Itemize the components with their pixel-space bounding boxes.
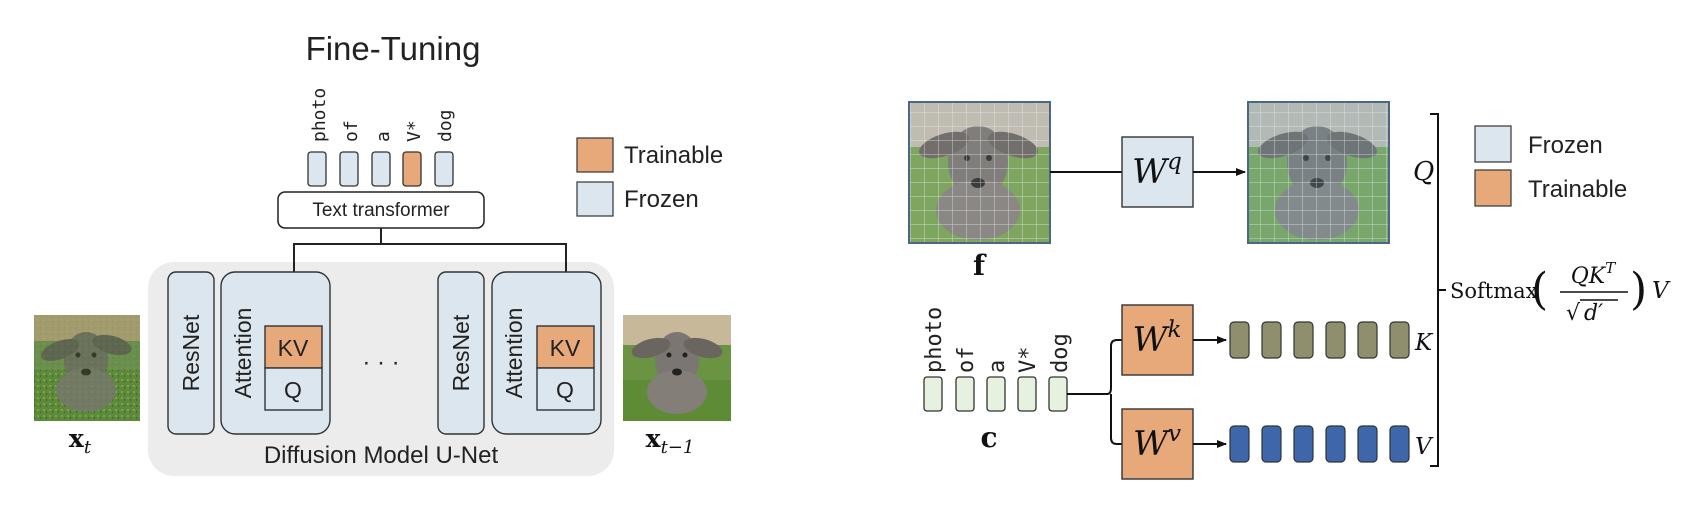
softmax-left-paren: ( (1531, 264, 1548, 315)
c-token-label-dog: dog (1048, 333, 1073, 373)
softmax-formula: Softmax ( QKT √ d′ ) V (1450, 259, 1671, 326)
feature-image (908, 101, 1051, 244)
c-token-box-vstar (1017, 376, 1037, 412)
wq-box (1121, 136, 1194, 208)
key-tokens (1229, 321, 1410, 359)
kv-box-2 (536, 325, 595, 369)
c-token-box-dog (1048, 376, 1068, 412)
value-token (1357, 425, 1378, 463)
legend-trainable-swatch (576, 137, 614, 173)
right-token-labels: photo of a V* dog (922, 307, 1073, 373)
q-box-1 (264, 367, 323, 411)
c-to-wk-wv-connector (1067, 339, 1122, 445)
q-box-2 (536, 367, 595, 411)
right-token-boxes (923, 376, 1068, 412)
softmax-name: Softmax (1450, 279, 1538, 303)
resnet-label-1: ResNet (178, 314, 204, 391)
output-label: xt−1 (646, 424, 695, 458)
softmax-numerator: QKT (1571, 259, 1616, 289)
legend-trainable-label-right: Trainable (1528, 176, 1627, 203)
token-box-vstar (402, 151, 422, 187)
wq-label: Wq (1132, 149, 1182, 192)
c-token-label-photo: photo (922, 307, 947, 373)
key-token (1293, 321, 1314, 359)
text-transformer-label: Text transformer (312, 200, 450, 221)
token-label-vstar: V* (404, 120, 425, 142)
legend-trainable-swatch-right (1474, 169, 1512, 207)
input-noisy-image (34, 315, 140, 421)
v-label: V (1415, 434, 1434, 460)
q-label-2: Q (556, 377, 574, 403)
wv-label: Wv (1133, 421, 1181, 464)
attention-label-2: Attention (501, 308, 527, 399)
token-box-a (371, 151, 391, 187)
legend-frozen-swatch (576, 181, 614, 217)
left-token-boxes (307, 151, 454, 187)
wk-label: Wk (1133, 317, 1182, 360)
softmax-sqrt-sign: √ (1566, 301, 1581, 326)
value-token (1293, 425, 1314, 463)
fine-tuning-title: Fine-Tuning (306, 30, 481, 67)
softmax-v: V (1652, 278, 1671, 304)
key-token (1261, 321, 1282, 359)
kv-label-2: KV (550, 335, 581, 361)
resnet-block-2 (437, 271, 485, 435)
unet-label: Diffusion Model U-Net (264, 442, 499, 469)
attention-label-1: Attention (230, 308, 256, 399)
token-label-of: of (341, 120, 362, 142)
q-label-1: Q (284, 377, 302, 403)
ellipsis: · · · (362, 349, 399, 376)
c-token-box-photo (923, 376, 943, 412)
text-cond-label: c (980, 421, 997, 454)
c-token-label-a: a (985, 360, 1010, 373)
q-label: Q (1413, 157, 1434, 187)
key-token (1357, 321, 1378, 359)
key-token (1325, 321, 1346, 359)
legend-frozen-swatch-right (1474, 125, 1512, 163)
k-label: K (1414, 330, 1434, 356)
input-label: xt (69, 424, 92, 458)
key-token (1389, 321, 1410, 359)
qkv-bracket (1430, 113, 1446, 467)
softmax-denominator: d′ (1584, 301, 1603, 326)
legend-frozen-label: Frozen (624, 186, 699, 213)
kv-box-1 (264, 325, 323, 369)
token-box-dog (434, 151, 454, 187)
c-token-label-of: of (954, 347, 979, 374)
c-token-box-a (986, 376, 1006, 412)
token-label-a: a (373, 131, 394, 142)
resnet-block-1 (167, 271, 215, 435)
c-token-box-of (955, 376, 975, 412)
softmax-right-paren: ) (1630, 264, 1647, 315)
token-box-photo (307, 151, 327, 187)
value-token (1389, 425, 1410, 463)
value-token (1261, 425, 1282, 463)
wv-box (1121, 408, 1194, 480)
left-token-labels: photo of a V* dog (309, 88, 456, 142)
kv-label-1: KV (278, 335, 309, 361)
token-label-dog: dog (435, 109, 456, 142)
key-token (1229, 321, 1250, 359)
value-tokens (1229, 425, 1410, 463)
value-token (1229, 425, 1250, 463)
value-token (1325, 425, 1346, 463)
token-box-of (339, 151, 359, 187)
resnet-label-2: ResNet (448, 314, 474, 391)
token-label-photo: photo (309, 88, 330, 142)
output-image (623, 315, 731, 421)
feature-label: f (973, 249, 987, 282)
legend-frozen-label-right: Frozen (1528, 132, 1603, 159)
c-token-label-vstar: V* (1016, 347, 1041, 374)
legend-trainable-label: Trainable (624, 142, 723, 169)
query-image (1247, 101, 1390, 244)
